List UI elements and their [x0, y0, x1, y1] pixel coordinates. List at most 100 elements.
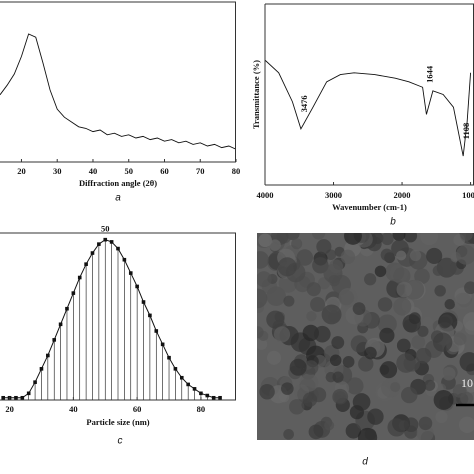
particle [346, 377, 364, 395]
particle [269, 239, 281, 251]
particle [345, 423, 362, 439]
particle [409, 249, 422, 262]
particle [377, 314, 397, 334]
annotation: 1108 [461, 123, 471, 140]
x-tick-label: 50 [124, 166, 133, 176]
particle [306, 282, 321, 297]
marker [77, 275, 82, 280]
tem-image [257, 233, 474, 440]
particle [393, 267, 411, 285]
particle [259, 384, 275, 400]
particle [374, 265, 387, 278]
annotation: 50 [101, 224, 110, 234]
marker [39, 367, 44, 371]
x-tick-label: 4000 [257, 190, 274, 200]
particle [331, 336, 345, 349]
particle [392, 233, 406, 242]
particle [426, 247, 443, 265]
particle [380, 248, 394, 262]
particle [306, 311, 317, 322]
data-line [265, 59, 472, 157]
particle [432, 265, 444, 276]
marker [192, 387, 197, 391]
particle [422, 316, 434, 328]
particle [257, 251, 269, 269]
marker [218, 395, 222, 400]
marker [160, 342, 165, 347]
particle [289, 399, 305, 415]
marker [26, 391, 31, 396]
particle [344, 233, 362, 245]
particle [364, 428, 377, 440]
particle [340, 249, 356, 264]
particle [257, 271, 272, 288]
particle [338, 287, 358, 307]
particle [333, 413, 348, 428]
marker [211, 395, 216, 400]
particle [257, 338, 268, 350]
particle [442, 366, 456, 381]
particle [466, 382, 474, 393]
marker [52, 338, 57, 342]
x-tick-label: 40 [89, 166, 98, 176]
x-tick-label: 60 [133, 404, 142, 414]
particle [266, 310, 285, 329]
particle [303, 360, 319, 375]
marker [46, 353, 50, 358]
particle [433, 390, 454, 410]
particle [396, 250, 407, 261]
x-tick-label: 30 [53, 166, 62, 176]
marker [33, 380, 37, 384]
marker [109, 240, 114, 244]
y-axis-label: Transmittance (%) [251, 60, 261, 129]
particle [352, 302, 366, 316]
particle [313, 325, 331, 343]
particle [401, 386, 418, 404]
particle [455, 244, 474, 265]
scale-label: 10 [461, 376, 473, 390]
particle [321, 304, 342, 325]
particle [281, 382, 294, 395]
x-tick-label: 20 [17, 166, 26, 176]
marker [154, 329, 159, 333]
particle [310, 296, 326, 312]
x-tick-label: 20 [5, 404, 14, 414]
particle [434, 285, 446, 297]
particle [408, 312, 421, 325]
x-tick-label: 40 [69, 404, 78, 414]
particle [367, 408, 384, 425]
particle [403, 417, 419, 433]
x-axis-label: Particle size (nm) [86, 417, 149, 427]
particle [393, 297, 412, 316]
marker [205, 393, 210, 398]
particle [396, 338, 411, 353]
marker [58, 322, 63, 327]
particle [273, 326, 291, 343]
marker [173, 367, 178, 371]
marker [65, 306, 69, 311]
marker [71, 291, 76, 295]
particle [417, 325, 429, 337]
particle [433, 332, 453, 352]
particle [424, 379, 436, 391]
marker [179, 375, 184, 380]
particle [460, 233, 473, 241]
panel-caption: a [115, 193, 121, 204]
particle [377, 297, 393, 312]
marker [148, 313, 152, 318]
particle [453, 332, 467, 346]
marker [135, 284, 139, 289]
particle [444, 299, 456, 310]
x-axis-label: Wavenumber (cm-1) [332, 202, 407, 212]
plot [0, 33, 236, 150]
particle [283, 295, 295, 307]
particle [459, 352, 474, 372]
particle [414, 268, 430, 285]
x-tick-label: 70 [196, 166, 205, 176]
x-tick-label: 80 [232, 166, 241, 176]
marker [20, 395, 25, 400]
particle [381, 378, 401, 398]
particle [266, 350, 282, 365]
particle [403, 233, 418, 243]
